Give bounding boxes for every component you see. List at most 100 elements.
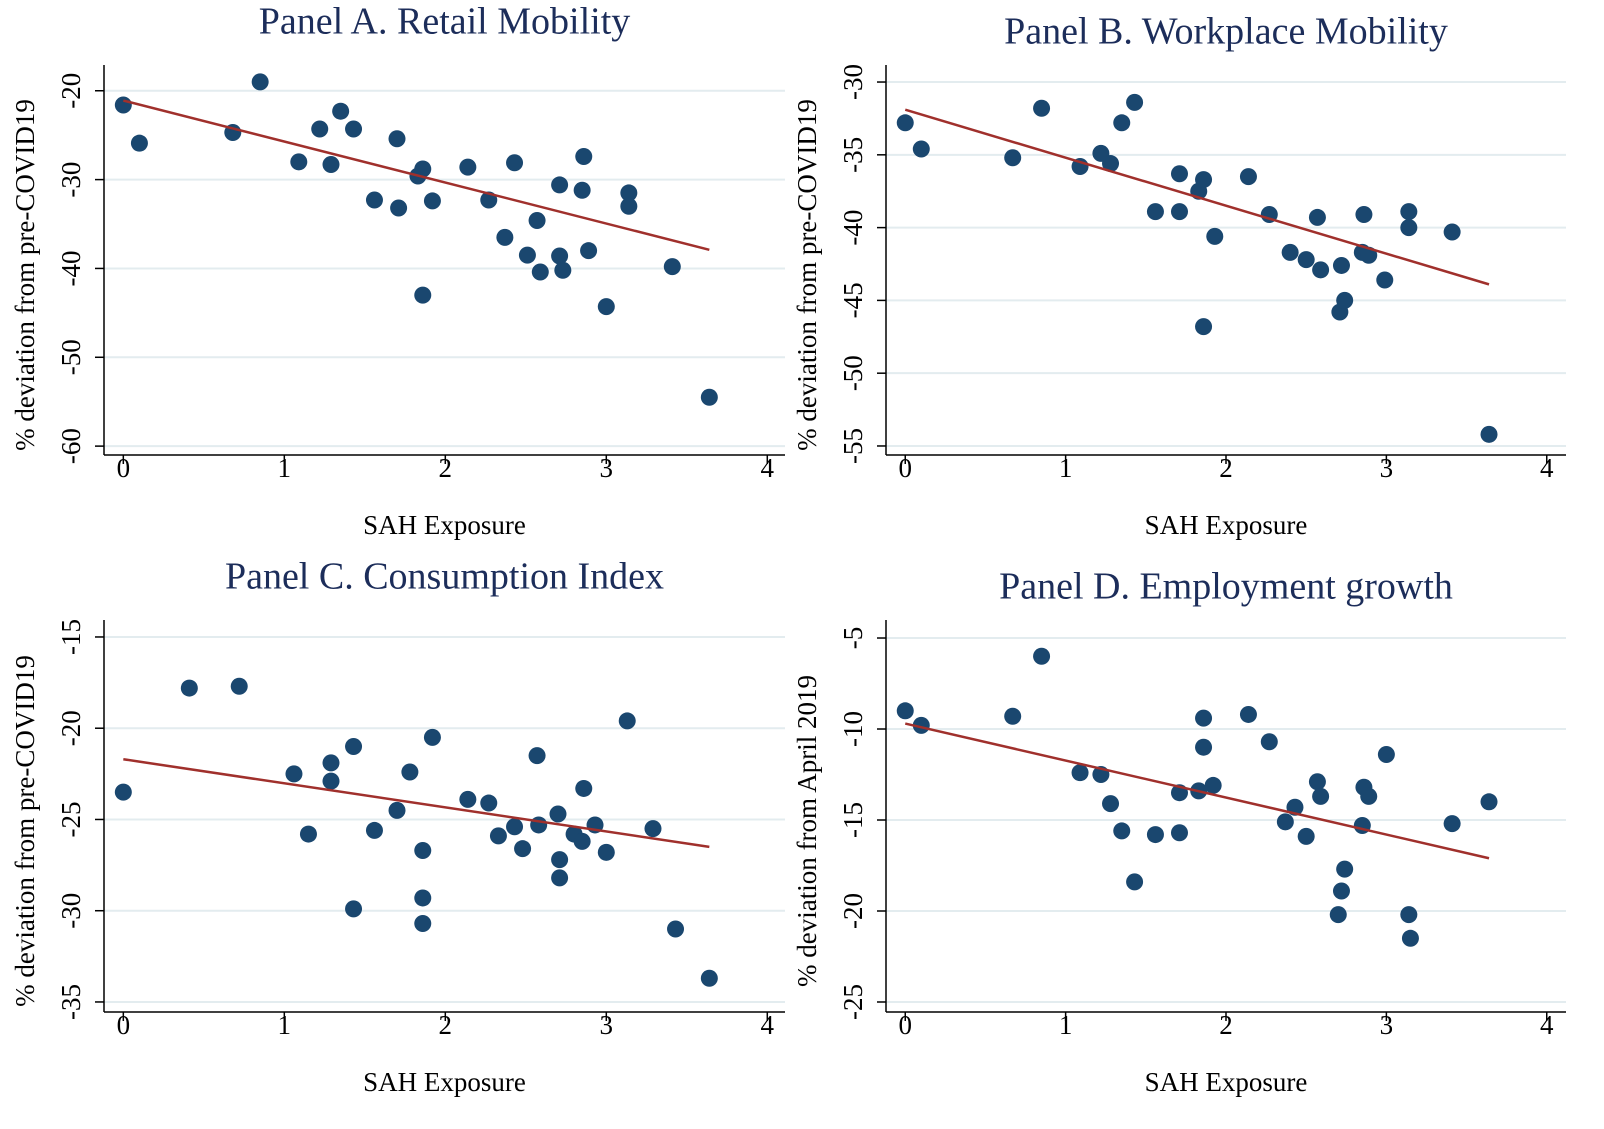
point <box>180 679 198 697</box>
point <box>1195 318 1213 336</box>
y-tick-label: -20 <box>56 710 86 746</box>
point <box>1276 813 1294 831</box>
point <box>554 261 572 279</box>
x-tick-label: 3 <box>1380 1010 1394 1040</box>
point <box>700 969 718 987</box>
y-tick-label: -25 <box>838 984 868 1020</box>
point <box>251 73 269 91</box>
x-tick-label: 0 <box>117 453 131 483</box>
y-axis-label: % deviation from pre-COVID19 <box>792 99 822 451</box>
point <box>1033 99 1051 117</box>
y-tick-label: -30 <box>56 893 86 929</box>
point <box>551 869 569 887</box>
point <box>1126 873 1144 891</box>
point <box>573 181 591 199</box>
x-tick-label: 1 <box>278 453 292 483</box>
point <box>480 794 498 812</box>
point <box>1332 882 1350 900</box>
panel-title: Panel D. Employment growth <box>999 566 1453 608</box>
point <box>130 134 148 152</box>
point <box>1170 824 1188 842</box>
point <box>912 716 930 734</box>
point <box>401 763 419 781</box>
point <box>1071 764 1089 782</box>
x-tick-label: 4 <box>1540 1010 1554 1040</box>
point <box>1126 93 1144 111</box>
point <box>459 790 477 808</box>
point <box>388 130 406 148</box>
point <box>1443 223 1461 241</box>
y-axis-label: % deviation from pre-COVID19 <box>10 99 40 451</box>
point <box>551 176 569 194</box>
y-tick-label: -10 <box>838 711 868 747</box>
point <box>423 728 441 746</box>
point <box>1360 246 1378 264</box>
point <box>575 779 593 797</box>
x-tick-label: 1 <box>1059 1010 1073 1040</box>
point <box>459 158 477 176</box>
point <box>912 140 930 158</box>
x-tick-label: 2 <box>1219 453 1233 483</box>
point <box>322 155 340 173</box>
y-tick-label: -50 <box>56 339 86 375</box>
point <box>700 388 718 406</box>
y-tick-label: -35 <box>838 137 868 173</box>
point <box>345 900 363 918</box>
panel-title: Panel B. Workplace Mobility <box>1004 11 1448 53</box>
point <box>1170 203 1188 221</box>
x-tick-label: 4 <box>761 453 775 483</box>
point <box>1308 208 1326 226</box>
y-tick-label: -30 <box>56 162 86 198</box>
point <box>551 851 569 869</box>
point <box>1102 795 1120 813</box>
x-tick-label: 3 <box>1380 453 1394 483</box>
point <box>322 754 340 772</box>
point <box>530 816 548 834</box>
panel-title: Panel C. Consumption Index <box>225 556 664 598</box>
x-axis-label: SAH Exposure <box>363 510 526 540</box>
point <box>365 191 383 209</box>
point <box>896 702 914 720</box>
point <box>299 825 317 843</box>
point <box>1377 745 1395 763</box>
point <box>414 889 432 907</box>
point <box>1113 114 1131 132</box>
y-tick-label: -55 <box>838 428 868 464</box>
point <box>531 263 549 281</box>
fit-line <box>123 99 710 251</box>
point <box>1204 776 1222 794</box>
point <box>114 783 132 801</box>
y-tick-label: -40 <box>56 250 86 286</box>
point <box>1336 291 1354 309</box>
point <box>1480 793 1498 811</box>
y-tick-label: -60 <box>56 428 86 464</box>
point <box>345 737 363 755</box>
point <box>1400 203 1418 221</box>
point <box>1195 738 1213 756</box>
point <box>1260 733 1278 751</box>
point <box>620 184 638 202</box>
panel-title: Panel A. Retail Mobility <box>259 1 631 43</box>
point <box>1401 929 1419 947</box>
point <box>620 197 638 215</box>
point <box>1400 219 1418 237</box>
x-tick-label: 1 <box>278 1010 292 1040</box>
y-axis-label: % deviation from pre-COVID19 <box>10 655 40 1007</box>
point <box>597 298 615 316</box>
point <box>1004 707 1022 725</box>
point <box>414 914 432 932</box>
point <box>1004 149 1022 167</box>
y-tick-label: -45 <box>838 282 868 318</box>
y-tick-label: -5 <box>838 627 868 650</box>
point <box>345 120 363 138</box>
x-axis-label: SAH Exposure <box>1145 1067 1308 1097</box>
point <box>667 920 685 938</box>
point <box>1443 815 1461 833</box>
point <box>1332 256 1350 274</box>
point <box>1195 709 1213 727</box>
x-tick-label: 0 <box>898 453 912 483</box>
y-tick-label: -35 <box>56 984 86 1020</box>
point <box>114 96 132 114</box>
point <box>663 258 681 276</box>
